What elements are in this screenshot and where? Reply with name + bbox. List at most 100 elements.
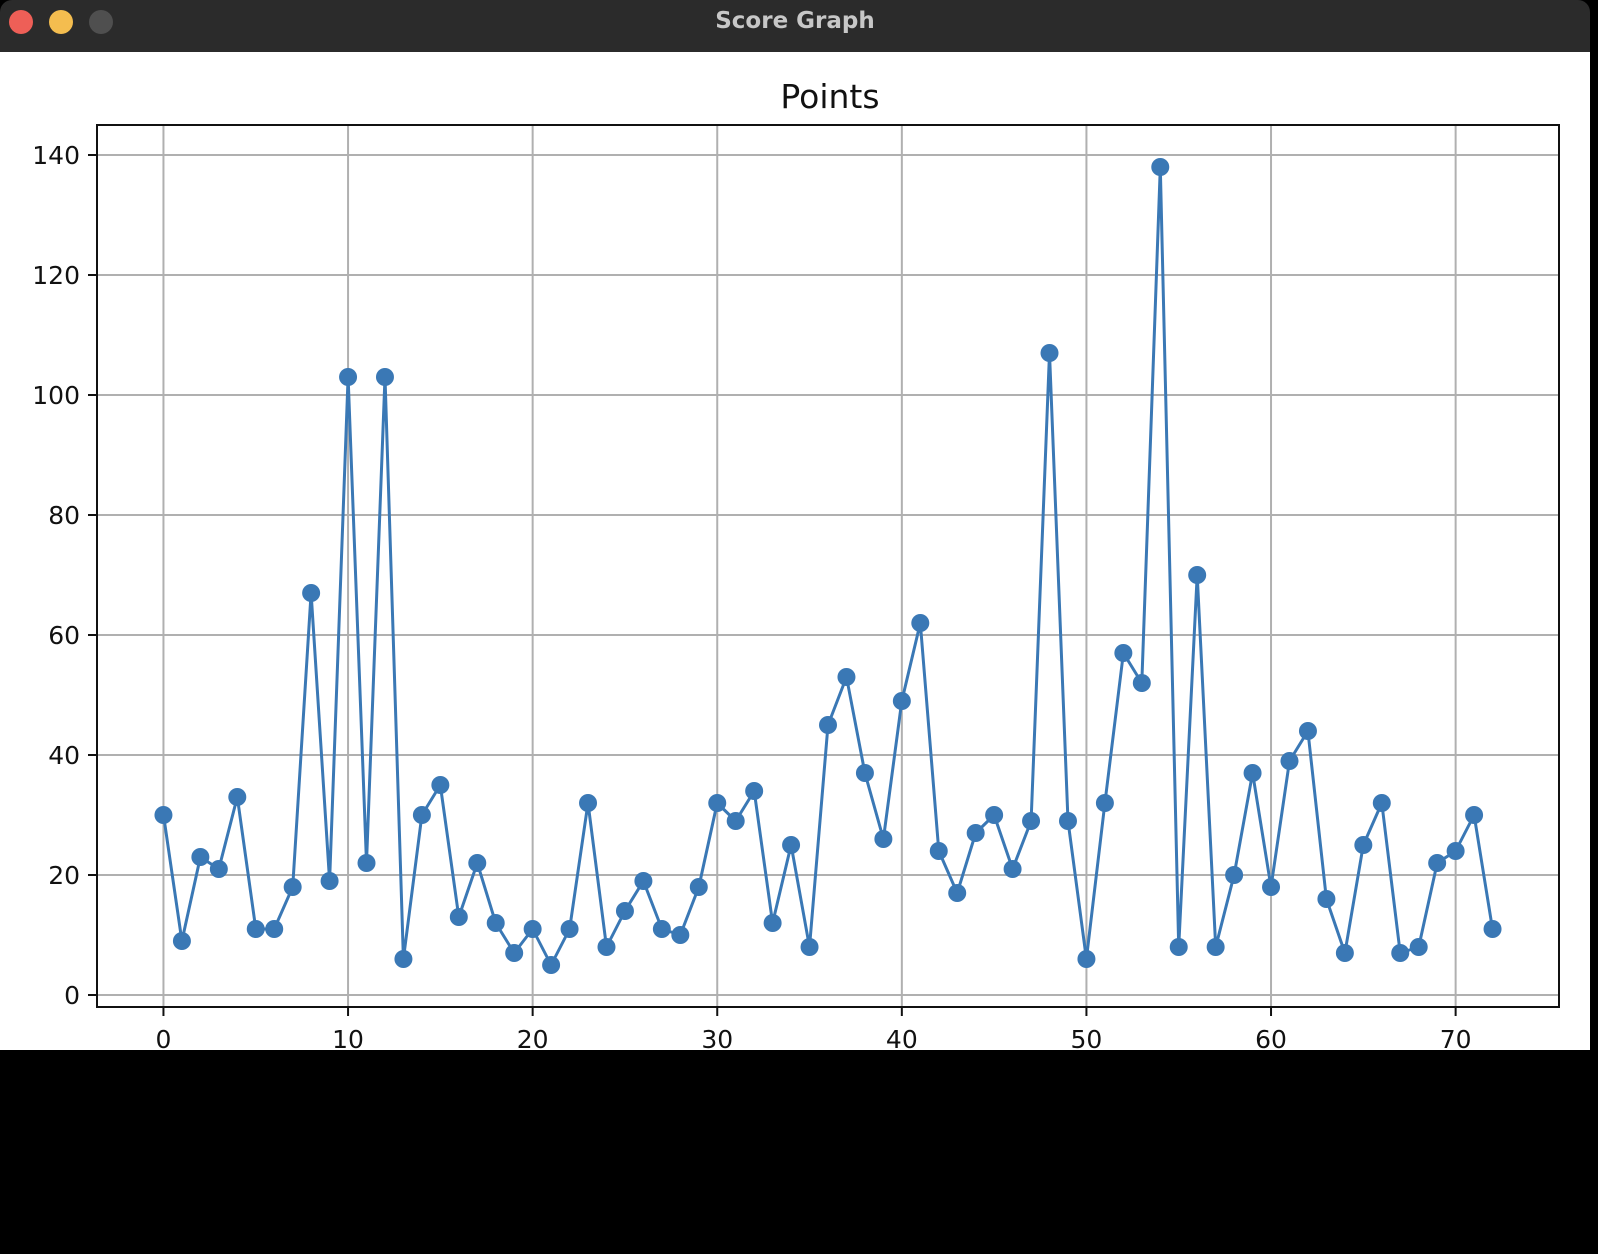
data-point [855, 764, 874, 782]
plot-canvas: Points 0 10 20 30 40 50 60 70 0 20 40 60 80 100 120 14… [0, 52, 1590, 1054]
data-point [1206, 938, 1225, 956]
close-window-button[interactable] [9, 10, 33, 34]
data-point [652, 920, 671, 938]
console-area [0, 1050, 1590, 1254]
data-point [412, 806, 431, 824]
data-point [597, 938, 616, 956]
data-point [1465, 806, 1484, 824]
line-chart: Points 0 10 20 30 40 50 60 70 0 20 40 60 80 100 120 14… [32, 77, 1560, 1054]
data-point [1058, 812, 1077, 830]
data-point [985, 806, 1004, 824]
data-point [1243, 764, 1262, 782]
data-point [966, 824, 985, 842]
minimize-window-button[interactable] [49, 10, 73, 34]
data-point [302, 584, 321, 602]
data-point [246, 920, 265, 938]
data-point [708, 794, 727, 812]
data-point [265, 920, 284, 938]
data-point [431, 776, 450, 794]
data-point [560, 920, 579, 938]
data-point [929, 842, 948, 860]
data-point [745, 782, 764, 800]
data-point [394, 950, 413, 968]
grid-lines [97, 125, 1559, 1007]
y-tick-label: 120 [32, 261, 80, 290]
data-point [1391, 944, 1410, 962]
data-point [1003, 860, 1022, 878]
data-point [154, 806, 173, 824]
y-tick-label: 40 [48, 741, 80, 770]
x-axis-ticks: 0 10 20 30 40 50 60 70 [156, 1007, 1472, 1054]
data-point [486, 914, 505, 932]
data-point [1372, 794, 1391, 812]
data-point [874, 830, 893, 848]
data-point [1280, 752, 1299, 770]
y-tick-label: 80 [48, 501, 80, 530]
data-point [1022, 812, 1041, 830]
data-point [375, 368, 394, 386]
title-bar[interactable]: Score Graph [0, 0, 1590, 53]
series-markers [154, 158, 1502, 974]
chart-title: Points [780, 77, 879, 116]
data-point [1483, 920, 1502, 938]
y-axis-ticks: 0 20 40 60 80 100 120 140 [32, 141, 97, 1010]
data-point [634, 872, 653, 890]
series-polyline [162, 165, 1494, 967]
data-point [1151, 158, 1170, 176]
data-point [1317, 890, 1336, 908]
data-point [1040, 344, 1059, 362]
data-point [320, 872, 339, 890]
data-point [1188, 566, 1207, 584]
x-tick-label: 10 [332, 1025, 364, 1050]
data-point [283, 878, 302, 896]
data-point [523, 920, 542, 938]
data-point [172, 932, 191, 950]
data-point [449, 908, 468, 926]
data-point [726, 812, 745, 830]
plot-frame [96, 124, 1560, 1008]
y-tick-label: 60 [48, 621, 80, 650]
data-point [1354, 836, 1373, 854]
data-point [800, 938, 819, 956]
data-point [671, 926, 690, 944]
x-tick-label: 20 [517, 1025, 549, 1050]
data-point [1335, 944, 1354, 962]
data-point [911, 614, 930, 632]
data-point [1225, 866, 1244, 884]
data-point [837, 668, 856, 686]
x-tick-label: 0 [156, 1025, 172, 1050]
data-point [782, 836, 801, 854]
data-point [1409, 938, 1428, 956]
data-point [948, 884, 967, 902]
data-point [892, 692, 911, 710]
x-tick-label: 50 [1071, 1025, 1103, 1050]
data-point [1132, 674, 1151, 692]
data-point [615, 902, 634, 920]
y-tick-label: 20 [48, 861, 80, 890]
data-point [191, 848, 210, 866]
data-point [505, 944, 524, 962]
data-point [763, 914, 782, 932]
data-point [228, 788, 247, 806]
zoom-window-button[interactable] [89, 10, 113, 34]
data-point [357, 854, 376, 872]
series-line [162, 165, 1494, 967]
data-point [542, 956, 561, 974]
data-point [579, 794, 598, 812]
y-tick-label: 100 [32, 381, 80, 410]
data-point [1428, 854, 1447, 872]
data-point [468, 854, 487, 872]
window-title: Score Graph [715, 8, 875, 34]
data-point [1114, 644, 1133, 662]
data-point [1446, 842, 1465, 860]
x-tick-label: 60 [1255, 1025, 1287, 1050]
y-tick-label: 0 [64, 981, 80, 1010]
x-tick-label: 40 [886, 1025, 918, 1050]
data-point [1262, 878, 1281, 896]
x-tick-label: 70 [1440, 1025, 1472, 1050]
data-point [1298, 722, 1317, 740]
data-point [1077, 950, 1096, 968]
data-point [209, 860, 228, 878]
x-tick-label: 30 [701, 1025, 733, 1050]
